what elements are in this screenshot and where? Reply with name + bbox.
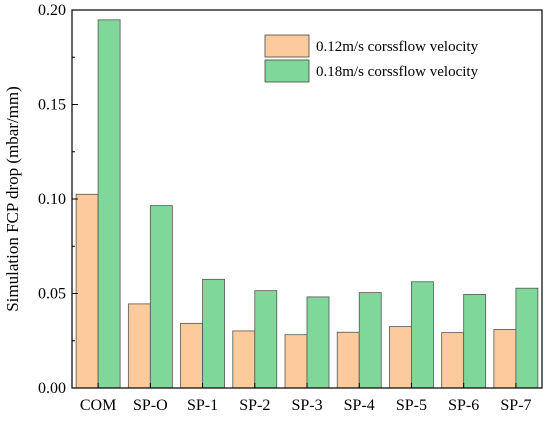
- bar-series-2-sp-7: [515, 287, 539, 389]
- y-tick-label: 0.20: [38, 2, 66, 19]
- y-axis-title: Simulation FCP drop (mbar/mm): [3, 86, 22, 312]
- y-tick-label: 0.00: [38, 380, 66, 397]
- bar-series-2-sp-2: [254, 290, 278, 389]
- bar-series-1-sp-4: [336, 331, 360, 389]
- bar-series-1-sp-5: [389, 326, 412, 389]
- x-tick-label-sp-5: SP-5: [396, 397, 427, 414]
- bar-series-1-sp-1: [180, 322, 203, 389]
- x-axis-ticks: COM SP-O SP-1 SP-2 SP-3 SP-4 SP-5 SP-6 SP-7: [80, 383, 531, 414]
- x-tick-label-sp-1: SP-1: [187, 397, 218, 414]
- x-tick-label-sp-3: SP-3: [291, 397, 322, 414]
- bars-layer: [75, 19, 539, 389]
- x-tick-label-sp-4: SP-4: [344, 397, 375, 414]
- x-tick-label-sp-2: SP-2: [239, 397, 270, 414]
- x-tick-label-com: COM: [80, 397, 116, 414]
- legend-swatch-series-1: [264, 34, 310, 58]
- bar-series-1-sp-3: [284, 334, 308, 389]
- y-axis-ticks: 0.00 0.05 0.10 0.15 0.20: [38, 2, 78, 397]
- bar-series-2-com: [97, 19, 121, 389]
- bar-series-2-sp-6: [463, 294, 487, 389]
- bar-series-1-sp-6: [441, 332, 465, 389]
- legend-label-series-2: 0.18m/s corssflow velocity: [316, 64, 479, 80]
- bar-series-1-com: [75, 193, 99, 389]
- y-tick-label: 0.05: [38, 286, 66, 303]
- bar-series-1-sp-2: [232, 330, 256, 389]
- y-tick-label: 0.10: [38, 191, 66, 208]
- legend-swatch-series-2: [264, 59, 310, 83]
- y-tick-label: 0.15: [38, 97, 66, 114]
- bar-series-2-sp-3: [306, 296, 330, 389]
- x-tick-label-sp-7: SP-7: [500, 397, 531, 414]
- bar-series-2-sp-o: [149, 205, 173, 389]
- bar-series-2-sp-1: [202, 278, 225, 389]
- bar-series-2-sp-5: [411, 281, 434, 389]
- x-tick-label-sp-6: SP-6: [448, 397, 479, 414]
- bar-series-2-sp-4: [358, 292, 382, 389]
- legend-label-series-1: 0.12m/s corssflow velocity: [316, 39, 479, 55]
- x-tick-label-sp-o: SP-O: [133, 397, 168, 414]
- bar-series-1-sp-7: [493, 329, 517, 389]
- legend: 0.12m/s corssflow velocity 0.18m/s corss…: [264, 34, 479, 83]
- bar-series-1-sp-o: [127, 303, 151, 389]
